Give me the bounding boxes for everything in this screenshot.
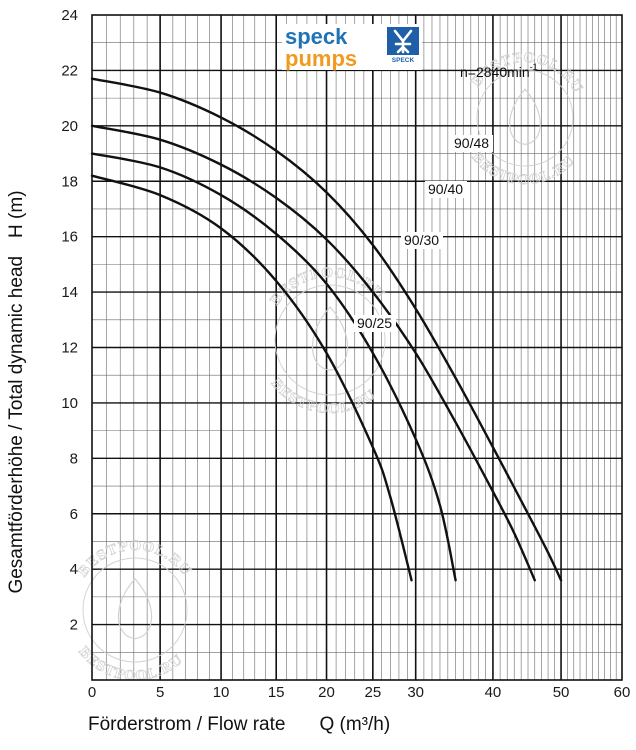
x-tick-label: 40 (485, 684, 502, 701)
y-tick-label: 8 (70, 450, 78, 467)
speck-pumps-logo: speck pumps SPECK (282, 24, 422, 71)
y-tick-label: 22 (61, 62, 78, 79)
x-tick-label: 25 (364, 684, 381, 701)
curve-label-90-40: 90/40 (428, 181, 463, 197)
curve-label-bg (354, 315, 396, 332)
curve-label-bg (401, 232, 443, 249)
curve-series (90, 77, 563, 582)
watermark-drop-icon (509, 88, 541, 146)
curve-90-30 (90, 152, 457, 582)
y-axis-title-text: Gesamtförderhöhe / Total dynamic head (6, 256, 27, 594)
x-tick-label: 50 (553, 684, 570, 701)
curve-label-90-30: 90/30 (404, 232, 439, 248)
curve-90-48 (90, 77, 563, 582)
x-tick-label: 0 (88, 684, 96, 701)
y-tick-label: 10 (61, 395, 78, 412)
watermark-ring (274, 284, 386, 396)
y-tick-label: 6 (70, 506, 78, 523)
watermark-ring (476, 69, 574, 167)
curve-labels: 90/48 90/40 90/30 90/25 (354, 135, 493, 332)
watermark-text: BESTPOOL.RU (75, 539, 193, 580)
x-tick-label: 10 (213, 684, 230, 701)
y-tick-label: 20 (61, 118, 78, 135)
logo-badge-text: SPECK (392, 57, 415, 64)
speed-annotation-sup: -1 (530, 62, 538, 72)
speed-annotation-text: n=2840min (460, 64, 530, 80)
x-tick-label: 20 (318, 684, 335, 701)
x-axis-title: Förderstrom / Flow rate Q (m³/h) (88, 714, 390, 735)
watermark-text: BESTPOOL.RU (268, 376, 379, 417)
y-tick-label: 14 (61, 284, 78, 301)
watermark-ring (82, 557, 188, 663)
grid-major (92, 15, 622, 680)
watermark-drop-icon (117, 577, 153, 640)
x-tick-label: 15 (268, 684, 285, 701)
speed-annotation: n=2840min-1 (460, 62, 538, 80)
watermark-group: BESTPOOL.RUBESTPOOL.RUBESTPOOL.RUBESTPOO… (75, 50, 585, 685)
y-tick-label: 4 (70, 561, 78, 578)
y-axis-title: Gesamtförderhöhe / Total dynamic head H (… (6, 190, 27, 593)
x-tick-label: 60 (614, 684, 631, 701)
curve-label-90-25: 90/25 (357, 315, 392, 331)
plot-frame (91, 14, 623, 681)
curve-90-25 (90, 174, 413, 582)
y-tick-label: 18 (61, 173, 78, 190)
curve-label-bg (425, 181, 467, 198)
x-tick-label: 5 (156, 684, 164, 701)
logo-text-speck: speck (285, 24, 348, 49)
logo-text-pumps: pumps (285, 46, 357, 71)
curve-90-40 (90, 124, 536, 582)
y-tick-label: 16 (61, 229, 78, 246)
x-tick-label: 30 (407, 684, 424, 701)
x-axis-title-text: Förderstrom / Flow rate (88, 714, 285, 735)
y-tick-label: 12 (61, 340, 78, 357)
curve-label-90-48: 90/48 (454, 135, 489, 151)
y-tick-label: 24 (61, 7, 78, 24)
y-axis-unit: H (m) (6, 190, 27, 237)
curve-label-bg (451, 135, 493, 152)
speck-badge-icon: SPECK (387, 27, 419, 64)
x-tick-labels: 0 5 10 15 20 25 30 40 50 60 (88, 684, 631, 701)
y-tick-label: 2 (70, 617, 78, 634)
x-axis-unit: Q (m³/h) (319, 714, 390, 735)
